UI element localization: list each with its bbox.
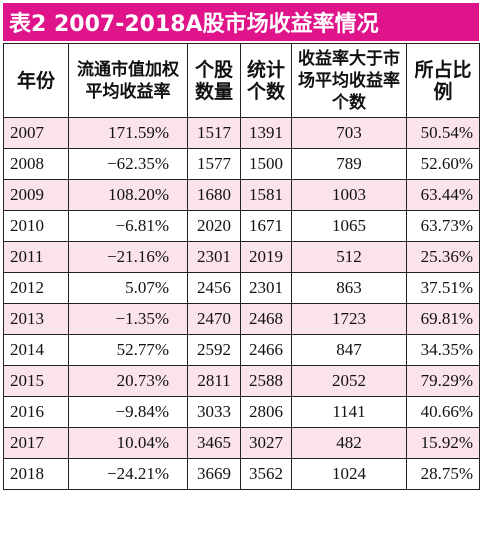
cell-year: 2013 xyxy=(3,303,69,335)
cell-ratio: 63.44% xyxy=(406,179,480,211)
header-year: 年份 xyxy=(3,43,69,118)
cell-year: 2008 xyxy=(3,148,69,180)
cell-stock-count: 3033 xyxy=(187,396,241,428)
table-row: 2007 171.59% 1517 1391 703 50.54% xyxy=(3,117,480,149)
cell-weighted-return: −1.35% xyxy=(68,303,188,335)
cell-above-average-count: 482 xyxy=(291,427,407,459)
header-stock-count: 个股数量 xyxy=(187,43,241,118)
cell-ratio: 25.36% xyxy=(406,241,480,273)
cell-stock-count: 3669 xyxy=(187,458,241,490)
cell-stock-count: 1517 xyxy=(187,117,241,149)
cell-above-average-count: 1723 xyxy=(291,303,407,335)
cell-counted: 2588 xyxy=(240,365,292,397)
cell-above-average-count: 789 xyxy=(291,148,407,180)
table-row: 2018 −24.21% 3669 3562 1024 28.75% xyxy=(3,458,480,490)
cell-ratio: 63.73% xyxy=(406,210,480,242)
cell-above-average-count: 703 xyxy=(291,117,407,149)
cell-above-average-count: 2052 xyxy=(291,365,407,397)
cell-above-average-count: 1141 xyxy=(291,396,407,428)
cell-weighted-return: 52.77% xyxy=(68,334,188,366)
cell-ratio: 69.81% xyxy=(406,303,480,335)
cell-year: 2014 xyxy=(3,334,69,366)
cell-counted: 2468 xyxy=(240,303,292,335)
table-row: 2015 20.73% 2811 2588 2052 79.29% xyxy=(3,365,480,397)
table-title: 表2 2007-2018A股市场收益率情况 xyxy=(3,3,479,41)
table-row: 2010 −6.81% 2020 1671 1065 63.73% xyxy=(3,210,480,242)
cell-weighted-return: −21.16% xyxy=(68,241,188,273)
cell-above-average-count: 512 xyxy=(291,241,407,273)
cell-stock-count: 2020 xyxy=(187,210,241,242)
cell-stock-count: 2592 xyxy=(187,334,241,366)
table-row: 2008 −62.35% 1577 1500 789 52.60% xyxy=(3,148,480,180)
table-row: 2011 −21.16% 2301 2019 512 25.36% xyxy=(3,241,480,273)
cell-above-average-count: 847 xyxy=(291,334,407,366)
table-row: 2009 108.20% 1680 1581 1003 63.44% xyxy=(3,179,480,211)
cell-year: 2016 xyxy=(3,396,69,428)
cell-counted: 1671 xyxy=(240,210,292,242)
cell-stock-count: 2301 xyxy=(187,241,241,273)
cell-year: 2011 xyxy=(3,241,69,273)
cell-year: 2007 xyxy=(3,117,69,149)
cell-counted: 1500 xyxy=(240,148,292,180)
cell-year: 2015 xyxy=(3,365,69,397)
header-counted: 统计个数 xyxy=(240,43,292,118)
cell-stock-count: 3465 xyxy=(187,427,241,459)
cell-ratio: 34.35% xyxy=(406,334,480,366)
cell-counted: 3562 xyxy=(240,458,292,490)
table-row: 2013 −1.35% 2470 2468 1723 69.81% xyxy=(3,303,480,335)
cell-counted: 2019 xyxy=(240,241,292,273)
table-body: 2007 171.59% 1517 1391 703 50.54% 2008 −62.35% 1… xyxy=(3,117,480,490)
market-return-table: 年份 流通市值加权平均收益率 个股数量 统计个数 收益率大于市场平均收益率个数 … xyxy=(3,43,480,490)
cell-ratio: 79.29% xyxy=(406,365,480,397)
cell-weighted-return: −9.84% xyxy=(68,396,188,428)
cell-stock-count: 2811 xyxy=(187,365,241,397)
cell-counted: 2806 xyxy=(240,396,292,428)
cell-ratio: 40.66% xyxy=(406,396,480,428)
cell-counted: 1391 xyxy=(240,117,292,149)
cell-weighted-return: 5.07% xyxy=(68,272,188,304)
cell-ratio: 50.54% xyxy=(406,117,480,149)
cell-weighted-return: 108.20% xyxy=(68,179,188,211)
cell-year: 2009 xyxy=(3,179,69,211)
cell-ratio: 52.60% xyxy=(406,148,480,180)
header-above-average-count: 收益率大于市场平均收益率个数 xyxy=(291,43,407,118)
cell-counted: 2466 xyxy=(240,334,292,366)
table-row: 2014 52.77% 2592 2466 847 34.35% xyxy=(3,334,480,366)
cell-above-average-count: 1024 xyxy=(291,458,407,490)
table-row: 2012 5.07% 2456 2301 863 37.51% xyxy=(3,272,480,304)
cell-counted: 3027 xyxy=(240,427,292,459)
cell-weighted-return: −24.21% xyxy=(68,458,188,490)
cell-year: 2018 xyxy=(3,458,69,490)
cell-counted: 1581 xyxy=(240,179,292,211)
header-weighted-return: 流通市值加权平均收益率 xyxy=(68,43,188,118)
cell-above-average-count: 863 xyxy=(291,272,407,304)
cell-stock-count: 1680 xyxy=(187,179,241,211)
cell-ratio: 15.92% xyxy=(406,427,480,459)
cell-ratio: 28.75% xyxy=(406,458,480,490)
cell-counted: 2301 xyxy=(240,272,292,304)
cell-weighted-return: −6.81% xyxy=(68,210,188,242)
cell-stock-count: 2456 xyxy=(187,272,241,304)
table-row: 2017 10.04% 3465 3027 482 15.92% xyxy=(3,427,480,459)
table-row: 2016 −9.84% 3033 2806 1141 40.66% xyxy=(3,396,480,428)
cell-year: 2017 xyxy=(3,427,69,459)
cell-above-average-count: 1003 xyxy=(291,179,407,211)
cell-weighted-return: −62.35% xyxy=(68,148,188,180)
header-row: 年份 流通市值加权平均收益率 个股数量 统计个数 收益率大于市场平均收益率个数 … xyxy=(3,43,480,118)
cell-weighted-return: 171.59% xyxy=(68,117,188,149)
cell-year: 2012 xyxy=(3,272,69,304)
cell-stock-count: 2470 xyxy=(187,303,241,335)
cell-above-average-count: 1065 xyxy=(291,210,407,242)
cell-ratio: 37.51% xyxy=(406,272,480,304)
cell-weighted-return: 10.04% xyxy=(68,427,188,459)
cell-year: 2010 xyxy=(3,210,69,242)
cell-weighted-return: 20.73% xyxy=(68,365,188,397)
cell-stock-count: 1577 xyxy=(187,148,241,180)
header-ratio: 所占比例 xyxy=(406,43,480,118)
